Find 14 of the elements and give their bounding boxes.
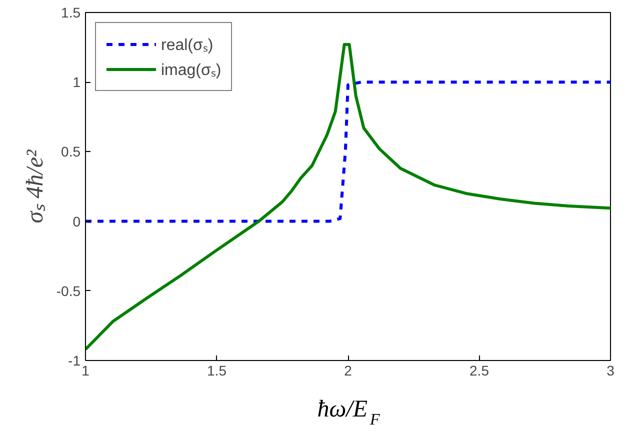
- x-tick-label: 2: [344, 362, 352, 378]
- y-tick-label: 1.5: [61, 4, 81, 20]
- line-series: [86, 80, 610, 223]
- legend-label: real(σₛ): [161, 36, 214, 55]
- x-tick-label: 1.5: [207, 362, 227, 378]
- y-tick-label: 0.5: [61, 144, 81, 160]
- legend-label: imag(σₛ): [161, 61, 222, 80]
- x-tick-label: 3: [606, 362, 615, 378]
- y-axis-title: σₛ 4ħ/e²: [22, 149, 48, 224]
- y-tick-label: -1: [68, 352, 81, 368]
- y-tick-label: 1: [72, 74, 81, 90]
- y-tick-label: -0.5: [56, 282, 81, 299]
- x-tick-label: 2.5: [470, 362, 490, 378]
- y-tick-label: 0: [72, 213, 81, 230]
